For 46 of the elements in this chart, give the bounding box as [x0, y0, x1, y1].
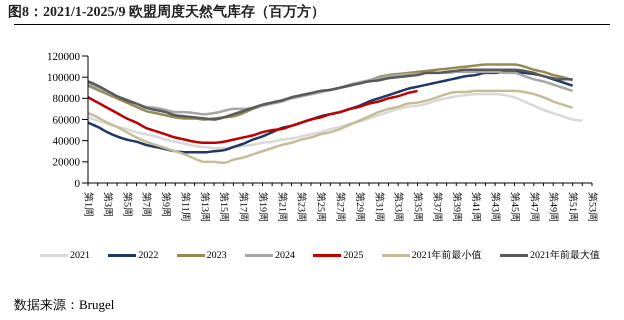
chart-title: 图8：2021/1-2025/9 欧盟周度天然气库存（百万方） — [8, 3, 325, 21]
source-note: 数据来源：Brugel — [14, 296, 114, 314]
legend-label: 2023 — [206, 250, 227, 260]
x-tick-label: 第3周 — [102, 192, 114, 217]
x-tick-label: 第43周 — [490, 192, 502, 222]
x-tick-label: 第31周 — [373, 192, 386, 222]
x-tick-label: 第45周 — [508, 192, 521, 222]
y-tick-label: 0 — [74, 178, 80, 190]
x-tick-label: 第49周 — [548, 192, 560, 222]
y-tick-label: 60000 — [52, 114, 80, 126]
x-tick-label: 第25周 — [315, 192, 328, 222]
x-tick-label: 第7周 — [140, 192, 153, 217]
x-tick-label: 第15周 — [218, 192, 230, 222]
x-tick-label: 第21周 — [276, 192, 288, 222]
line-series — [86, 92, 584, 150]
x-tick-label: 第37周 — [431, 192, 444, 222]
legend-label: 2021年前最大值 — [530, 248, 600, 262]
y-tick-label: 120000 — [47, 50, 80, 63]
legend-label: 2021 — [70, 250, 90, 260]
x-tick-label: 第13周 — [198, 192, 211, 222]
y-tick-label: 80000 — [52, 93, 80, 106]
x-tick-label: 第29周 — [354, 192, 366, 222]
x-tick-label: 第1周 — [82, 192, 94, 217]
x-tick-label: 第53周 — [586, 192, 598, 222]
y-tick-label: 40000 — [52, 136, 80, 148]
y-tick-label: 20000 — [52, 156, 80, 169]
x-tick-label: 第47周 — [528, 192, 540, 222]
legend-label: 2022 — [138, 250, 158, 260]
y-tick-label: 100000 — [47, 72, 80, 84]
x-tick-label: 第35周 — [412, 192, 424, 222]
x-tick-label: 第27周 — [334, 192, 346, 222]
x-tick-label: 第19周 — [256, 192, 269, 222]
legend-label: 2025 — [343, 250, 364, 260]
x-tick-label: 第41周 — [470, 192, 482, 222]
x-tick-label: 第23周 — [296, 192, 308, 222]
x-tick-label: 第5周 — [121, 192, 134, 217]
line-series — [86, 90, 419, 144]
x-tick-label: 第51周 — [567, 192, 580, 222]
legend-label: 2021年前最小值 — [412, 248, 482, 262]
x-tick-label: 第17周 — [238, 192, 250, 222]
x-tick-label: 第11周 — [179, 192, 192, 222]
x-tick-label: 第39周 — [450, 192, 463, 222]
legend-label: 2024 — [274, 250, 295, 260]
line-series — [86, 90, 574, 164]
x-tick-label: 第33周 — [392, 192, 405, 222]
x-tick-label: 第9周 — [160, 192, 172, 217]
